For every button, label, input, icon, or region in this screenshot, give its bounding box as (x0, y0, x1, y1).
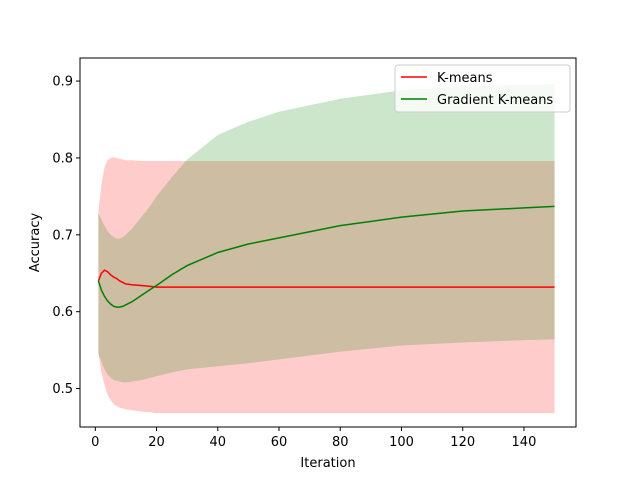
y-tick-label: 0.6 (52, 305, 73, 320)
x-tick-label: 120 (450, 435, 475, 450)
x-tick-label: 140 (512, 435, 537, 450)
x-tick-label: 80 (332, 435, 349, 450)
x-tick-label: 20 (148, 435, 165, 450)
x-tick-label: 0 (91, 435, 99, 450)
y-tick-label: 0.8 (52, 151, 73, 166)
x-tick-label: 60 (271, 435, 288, 450)
series-lines (97, 205, 555, 308)
y-axis: 0.5 0.6 0.7 0.8 0.9 (52, 75, 80, 397)
x-tick-label: 40 (210, 435, 227, 450)
y-tick-label: 0.9 (52, 75, 73, 90)
x-axis: 0 20 40 60 80 100 120 140 (91, 427, 536, 450)
x-axis-label: Iteration (300, 456, 355, 471)
plot-frame (79, 57, 577, 428)
legend-label-k-means: K-means (437, 71, 493, 86)
y-tick-label: 0.5 (52, 382, 73, 397)
legend-label-gradient-k-means: Gradient K-means (437, 93, 553, 108)
x-tick-label: 100 (389, 435, 414, 450)
y-axis-label: Accuracy (28, 213, 43, 273)
legend: K-means Gradient K-means (394, 64, 571, 113)
line-k-means (97, 269, 555, 288)
band-k-means (98, 157, 555, 414)
band-gradient-k-means (98, 84, 555, 383)
legend-box (394, 64, 571, 113)
line-gradient-k-means (97, 205, 555, 308)
confidence-bands (98, 84, 555, 414)
y-tick-label: 0.7 (52, 228, 73, 243)
